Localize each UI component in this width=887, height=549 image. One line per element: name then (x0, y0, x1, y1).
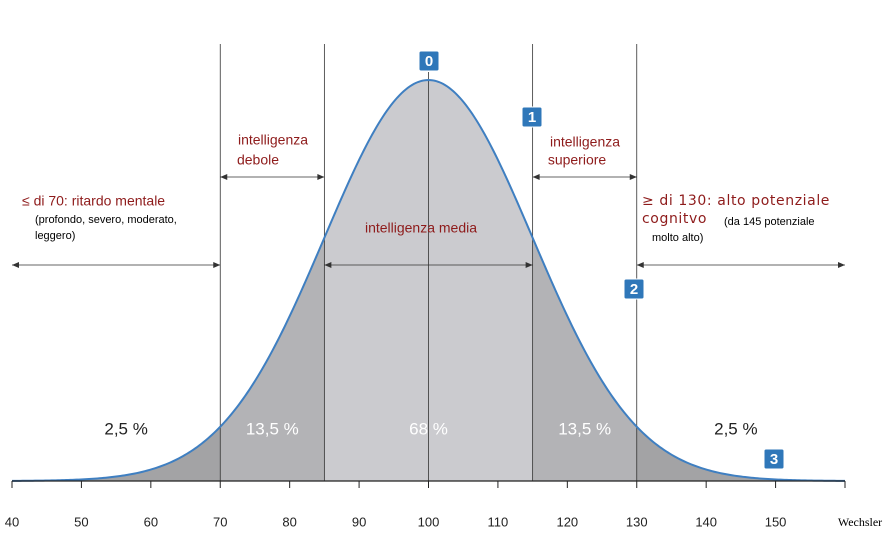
value-label: 68 % (409, 419, 448, 438)
badge-label: 3 (770, 451, 778, 468)
annotation: ≤ di 70: ritardo mentale (22, 193, 165, 209)
annotation: ≥ di 130: alto potenziale (642, 193, 830, 209)
badge (521, 106, 543, 128)
annotation: intelligenza media (365, 220, 477, 236)
annotation: leggero) (35, 230, 75, 242)
annotation: (profondo, severo, moderato, (35, 214, 177, 226)
value-label: 13,5 % (246, 419, 299, 438)
annotation: intelligenza (550, 134, 620, 150)
value-label: 13,5 % (558, 419, 611, 438)
badge (763, 448, 785, 470)
badge-label: 2 (630, 281, 638, 298)
x-tick-label: 140 (695, 514, 717, 529)
annotation: (da 145 potenziale (724, 216, 815, 228)
value-label: 2,5 % (714, 419, 757, 438)
annotation: superiore (548, 152, 607, 168)
region (12, 426, 221, 481)
x-tick-label: 40 (5, 514, 19, 529)
annotation: intelligenza (238, 132, 308, 148)
annotation: debole (237, 152, 279, 168)
region (636, 426, 845, 481)
label-box (12, 190, 202, 252)
x-tick-label: 130 (626, 514, 648, 529)
x-tick-label: 120 (556, 514, 578, 529)
x-tick-label: 90 (352, 514, 366, 529)
annotation: molto alto) (652, 232, 703, 244)
annotation: cognitvo (642, 211, 707, 227)
x-tick-label: 100 (418, 514, 440, 529)
value-label: 2,5 % (104, 419, 147, 438)
x-tick-label: 60 (144, 514, 158, 529)
badge (623, 278, 645, 300)
badge (418, 50, 440, 72)
x-tick-label: 110 (488, 514, 509, 529)
x-axis-label: Wechsler (838, 515, 882, 529)
x-tick-label: 80 (282, 514, 296, 529)
badge-label: 0 (425, 53, 433, 70)
lines (12, 44, 845, 481)
curve (11, 78, 846, 482)
x-tick-label: 50 (74, 514, 88, 529)
x-tick-label: 70 (213, 514, 227, 529)
badge-label: 1 (528, 109, 536, 126)
x-tick-label: 150 (765, 514, 787, 529)
